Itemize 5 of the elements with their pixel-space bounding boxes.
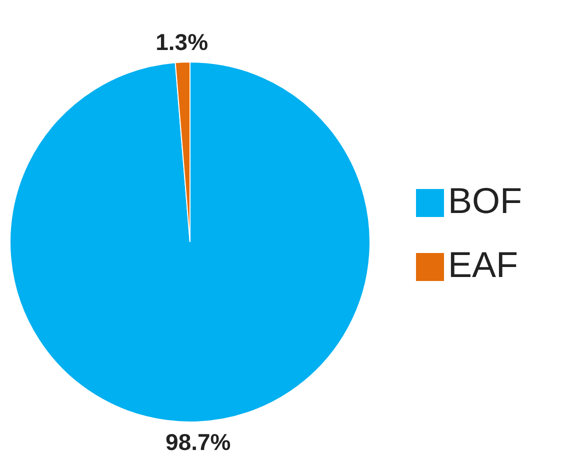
pie-slice [10, 62, 370, 422]
data-label: 1.3% [156, 29, 208, 56]
data-label: 98.7% [166, 428, 231, 455]
legend-label: EAF [448, 244, 518, 285]
legend-label: BOF [448, 180, 522, 221]
